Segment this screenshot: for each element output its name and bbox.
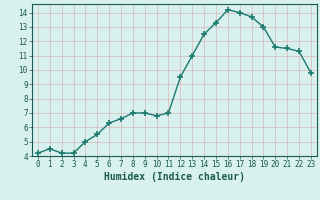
X-axis label: Humidex (Indice chaleur): Humidex (Indice chaleur)	[104, 172, 245, 182]
